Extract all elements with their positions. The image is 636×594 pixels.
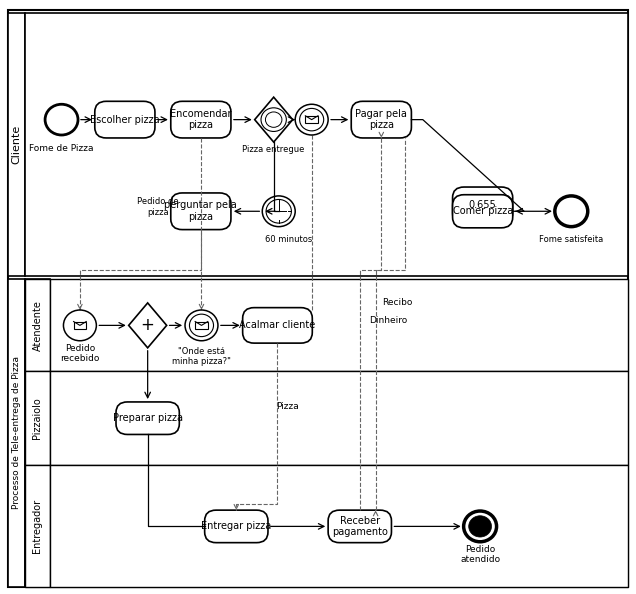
Text: Acalmar cliente: Acalmar cliente: [239, 320, 315, 330]
Text: Atendente: Atendente: [32, 299, 43, 350]
FancyBboxPatch shape: [95, 102, 155, 138]
Bar: [25, 371, 50, 466]
Text: Escolher pizza: Escolher pizza: [90, 115, 160, 125]
Circle shape: [261, 108, 286, 131]
Bar: [25, 279, 50, 587]
Bar: [25, 279, 50, 371]
Text: perguntar pela
pizza: perguntar pela pizza: [165, 200, 237, 222]
Text: Entregar pizza: Entregar pizza: [201, 522, 272, 532]
Text: Fome satisfeita: Fome satisfeita: [539, 235, 604, 244]
Circle shape: [265, 112, 282, 127]
Text: "Onde está
minha pizza?": "Onde está minha pizza?": [172, 347, 231, 366]
Bar: [8, 13, 25, 276]
Bar: [50, 466, 628, 587]
Bar: [50, 279, 628, 371]
Circle shape: [266, 200, 291, 223]
Text: Pedido
recebido: Pedido recebido: [60, 344, 100, 364]
Circle shape: [45, 105, 78, 135]
FancyBboxPatch shape: [453, 187, 513, 224]
Text: Entregador: Entregador: [32, 499, 43, 553]
Text: Pedido de
pizza: Pedido de pizza: [137, 197, 179, 217]
FancyBboxPatch shape: [243, 308, 312, 343]
FancyBboxPatch shape: [328, 510, 391, 543]
FancyBboxPatch shape: [171, 102, 231, 138]
Circle shape: [185, 310, 218, 341]
FancyBboxPatch shape: [453, 195, 513, 228]
Circle shape: [555, 196, 588, 227]
Polygon shape: [128, 303, 167, 348]
Bar: [8, 279, 25, 587]
Bar: [305, 116, 318, 124]
FancyBboxPatch shape: [116, 402, 179, 434]
Circle shape: [262, 196, 295, 227]
FancyBboxPatch shape: [171, 193, 231, 230]
Circle shape: [464, 511, 497, 542]
Text: Preparar pizza: Preparar pizza: [113, 413, 183, 423]
Circle shape: [300, 108, 324, 131]
Text: Cliente: Cliente: [11, 125, 22, 165]
Bar: [25, 466, 50, 587]
Bar: [195, 321, 208, 329]
Text: +: +: [141, 317, 155, 334]
Text: Pedido
atendido: Pedido atendido: [460, 545, 500, 564]
Text: Encomendar
pizza: Encomendar pizza: [170, 109, 232, 131]
Text: Pizzaiolo: Pizzaiolo: [32, 397, 43, 439]
FancyBboxPatch shape: [205, 510, 268, 543]
Bar: [25, 13, 628, 276]
Text: Fome de Pizza: Fome de Pizza: [29, 144, 93, 153]
Circle shape: [469, 516, 492, 537]
Text: Pagar pela
pizza: Pagar pela pizza: [356, 109, 407, 131]
Text: Receber
pagamento: Receber pagamento: [332, 516, 388, 537]
Text: Comer pizza: Comer pizza: [452, 206, 513, 216]
Text: 60 minutos: 60 minutos: [265, 235, 312, 244]
Circle shape: [64, 310, 97, 341]
FancyBboxPatch shape: [351, 102, 411, 138]
Text: Recibo: Recibo: [382, 298, 412, 307]
Bar: [74, 321, 86, 329]
Text: Processo de Tele-entrega de Pizza: Processo de Tele-entrega de Pizza: [12, 356, 21, 510]
Text: Dinheiro: Dinheiro: [370, 316, 408, 325]
Text: Pizza: Pizza: [276, 402, 299, 411]
Bar: [50, 371, 628, 466]
Circle shape: [295, 105, 328, 135]
Text: Pizza entregue: Pizza entregue: [242, 145, 305, 154]
Polygon shape: [254, 97, 293, 142]
Text: 0.655: 0.655: [469, 200, 497, 210]
Circle shape: [190, 314, 214, 337]
